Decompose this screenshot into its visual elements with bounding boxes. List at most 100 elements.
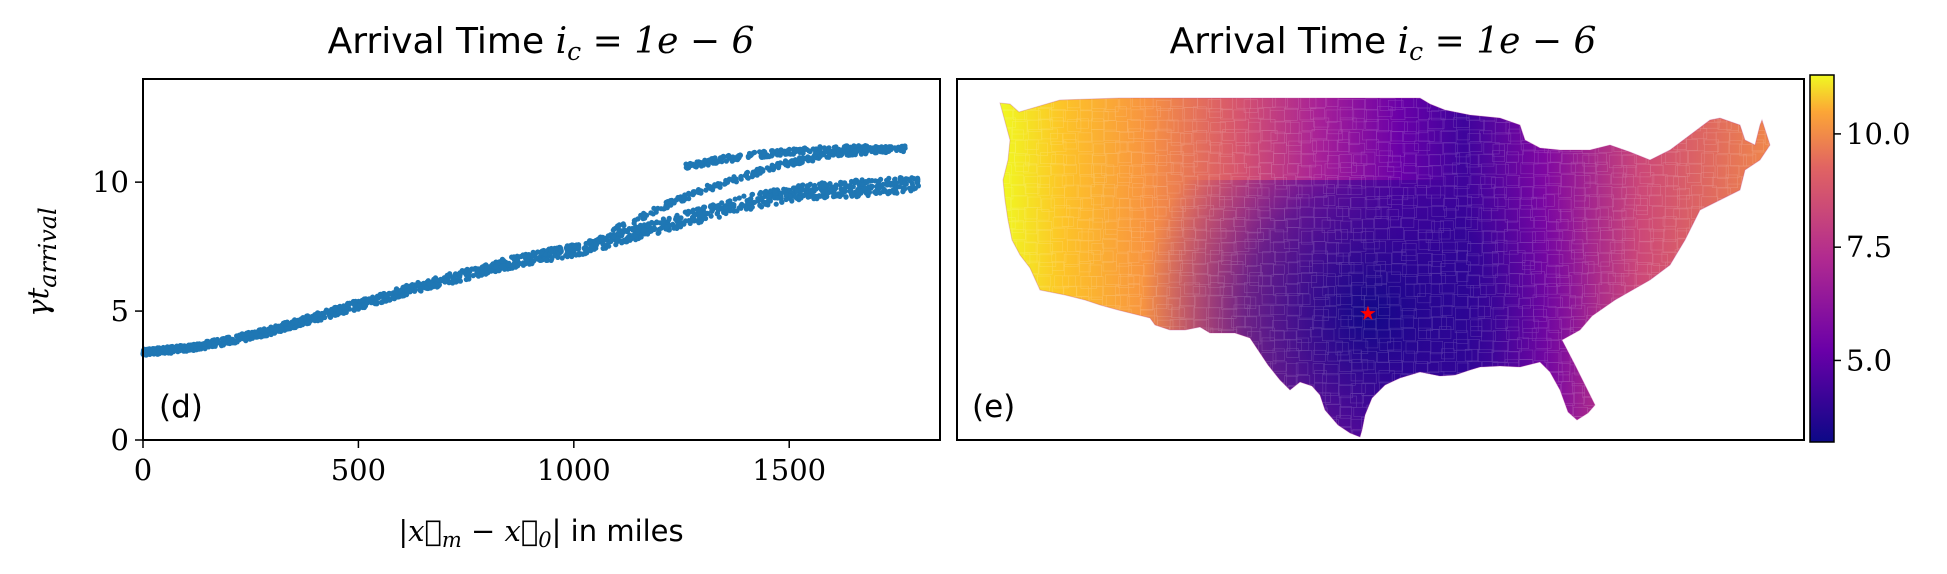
county-cell: [1403, 187, 1417, 199]
county-cell: [1375, 142, 1391, 156]
county-cell: [1613, 210, 1627, 221]
county-cell: [1491, 296, 1505, 310]
scatter-point: [868, 183, 874, 189]
county-cell: [1688, 150, 1705, 164]
county-cell: [1608, 397, 1622, 411]
county-cell: [1509, 261, 1526, 275]
county-cell: [1210, 122, 1226, 132]
county-cell: [1739, 394, 1752, 408]
county-cell: [1467, 436, 1482, 437]
county-cell: [1322, 285, 1335, 297]
county-cell: [1454, 98, 1467, 108]
county-cell: [1517, 241, 1533, 254]
county-cell: [1272, 241, 1290, 253]
county-cell: [1191, 384, 1205, 395]
county-cell: [1077, 219, 1094, 230]
county-cell: [1183, 441, 1196, 453]
county-cell: [1651, 362, 1667, 376]
county-cell: [1037, 166, 1052, 176]
scatter-point: [740, 203, 746, 209]
county-cell: [1478, 340, 1495, 353]
scatter-point: [707, 184, 713, 190]
county-cell: [1365, 139, 1379, 151]
county-cell: [1166, 119, 1179, 133]
county-cell: [1468, 373, 1481, 384]
scatter-points: [140, 143, 922, 358]
county-cell: [1183, 120, 1198, 132]
county-cell: [1245, 395, 1263, 407]
county-cell: [1037, 183, 1051, 196]
county-cell: [1245, 209, 1261, 221]
county-cell: [1702, 185, 1717, 198]
scatter-point: [196, 341, 202, 347]
county-cell: [1609, 154, 1622, 169]
county-cell: [1390, 216, 1402, 228]
scatter-point: [645, 231, 651, 237]
county-cell: [1130, 330, 1144, 341]
county-cell: [1299, 216, 1315, 229]
county-cell: [1673, 208, 1689, 220]
county-cell: [1352, 99, 1365, 110]
county-cell: [1283, 239, 1299, 249]
county-cell: [1339, 359, 1352, 372]
county-cell: [1503, 242, 1519, 255]
county-cell: [1677, 405, 1693, 418]
scatter-point: [506, 260, 512, 266]
county-cell: [1651, 141, 1665, 153]
county-cell: [1155, 251, 1170, 263]
county-cell: [1505, 426, 1518, 437]
county-cell: [1360, 231, 1374, 243]
county-cell: [1595, 161, 1608, 172]
county-cell: [1377, 195, 1392, 208]
county-cell: [1261, 416, 1278, 430]
county-cell: [1350, 383, 1366, 394]
scatter-point: [340, 304, 346, 310]
county-cell: [1750, 221, 1768, 235]
county-cell: [1465, 427, 1480, 437]
county-cell: [1245, 183, 1263, 196]
county-cell: [1545, 183, 1562, 195]
county-cell: [1530, 394, 1543, 406]
county-cell: [1675, 150, 1688, 164]
county-cell: [1323, 139, 1338, 152]
county-cell: [1543, 305, 1557, 318]
county-cell: [1701, 172, 1714, 186]
county-cell: [1530, 416, 1544, 427]
county-cell: [1050, 117, 1064, 128]
county-cell: [1391, 252, 1407, 264]
county-cell: [1754, 370, 1769, 381]
county-cell: [1401, 172, 1417, 184]
county-cell: [1326, 340, 1343, 353]
scatter-point: [336, 308, 342, 314]
county-cell: [1365, 98, 1378, 111]
county-cell: [1207, 426, 1224, 437]
county-cell: [1430, 340, 1444, 355]
county-cell: [1375, 206, 1390, 220]
county-cell: [1637, 407, 1653, 419]
scatter-point: [682, 192, 688, 198]
county-cell: [1624, 120, 1637, 131]
county-cell: [1509, 250, 1526, 263]
county-cell: [1023, 330, 1041, 343]
x-tick-label: 1000: [537, 453, 611, 487]
scatter-point: [160, 346, 166, 352]
county-cell: [1738, 330, 1755, 343]
county-cell: [1482, 418, 1496, 430]
county-cell: [1039, 429, 1054, 437]
county-cell: [1350, 370, 1364, 382]
scatter-point: [910, 183, 916, 189]
county-cell: [1451, 162, 1468, 175]
county-cell: [1612, 282, 1626, 295]
county-cell: [1093, 143, 1106, 156]
county-cell: [1638, 240, 1653, 254]
county-cell: [1493, 419, 1509, 430]
county-cell: [1338, 384, 1353, 399]
county-cell: [1638, 396, 1653, 408]
county-cell: [1686, 98, 1702, 110]
county-cell: [1533, 316, 1549, 329]
county-cell: [1402, 264, 1419, 277]
county-cell: [1362, 373, 1377, 385]
county-cell: [1235, 408, 1251, 420]
county-cell: [1555, 265, 1569, 278]
county-cell: [1323, 273, 1336, 287]
